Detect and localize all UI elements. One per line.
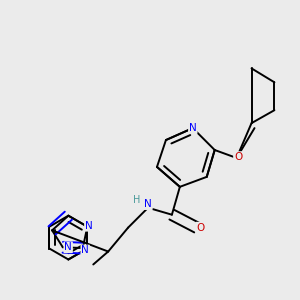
Text: H: H — [133, 195, 140, 205]
Text: N: N — [81, 245, 89, 256]
Text: N: N — [85, 221, 93, 231]
Text: O: O — [196, 223, 205, 232]
Text: N: N — [64, 242, 72, 252]
Text: N: N — [189, 123, 197, 133]
Text: O: O — [234, 152, 242, 162]
Text: N: N — [144, 199, 152, 209]
